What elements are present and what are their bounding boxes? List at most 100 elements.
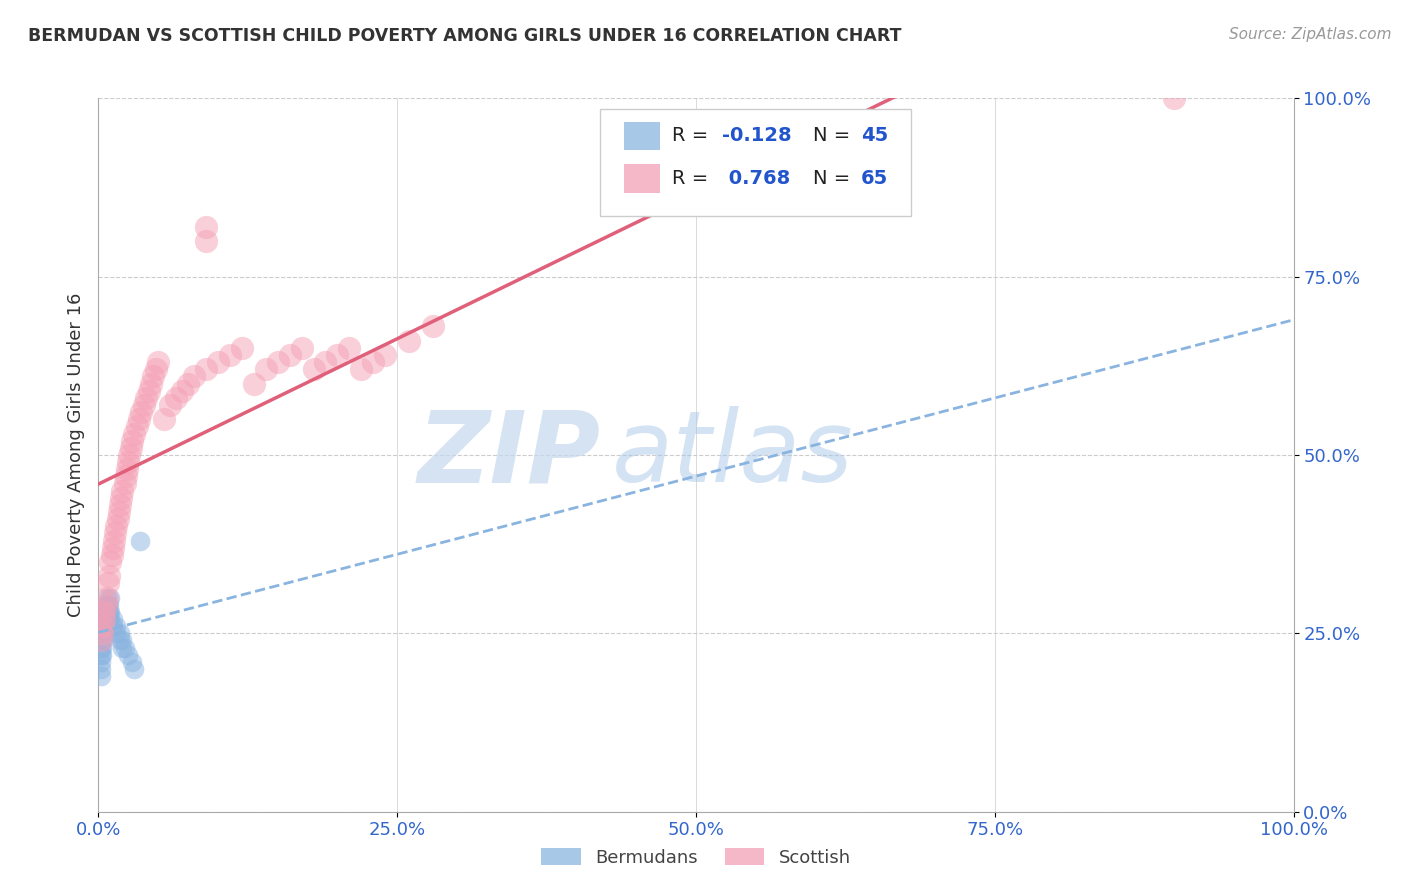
Point [114,476,136,491]
Point [90,633,112,648]
Point [108,498,131,512]
Point [97,612,120,626]
Point [98,598,121,612]
Point [131,405,153,419]
Point [1163,91,1185,105]
Point [302,362,325,376]
Point [93,605,115,619]
Point [165,391,187,405]
Point [128,412,150,426]
Point [219,348,242,362]
Point [132,398,155,412]
Point [120,441,142,455]
Point [115,462,138,476]
Point [91,648,114,662]
Point [98,555,122,569]
Point [96,612,118,626]
Point [91,619,114,633]
Point [97,605,120,619]
Text: R =: R = [672,127,714,145]
Point [114,640,136,655]
Legend: Bermudans, Scottish: Bermudans, Scottish [534,841,858,874]
Bar [624,121,659,150]
Point [96,605,118,619]
Point [91,640,114,655]
Point [105,619,128,633]
Text: -0.128: -0.128 [723,127,792,145]
Point [115,469,138,483]
Point [91,626,114,640]
Point [398,334,420,348]
Bar [624,164,659,193]
Point [337,341,360,355]
Point [207,355,229,369]
Point [153,412,176,426]
Point [194,234,217,248]
Point [93,612,115,626]
Point [98,612,122,626]
Point [194,219,217,234]
Point [94,612,117,626]
Point [108,633,131,648]
Point [129,533,152,548]
Point [90,655,112,669]
Point [121,655,143,669]
Point [94,619,117,633]
Point [93,612,115,626]
Point [94,598,117,612]
Point [139,376,162,391]
Point [118,448,141,462]
Point [117,455,139,469]
Point [138,384,160,398]
Point [96,591,118,605]
Text: N =: N = [813,169,856,188]
Point [148,355,170,369]
Point [93,619,115,633]
Point [177,376,200,391]
Point [98,605,121,619]
Point [91,626,114,640]
Point [145,362,167,376]
Point [103,533,125,548]
Point [104,526,127,541]
Point [243,376,266,391]
Text: atlas: atlas [612,407,853,503]
Text: ZIP: ZIP [418,407,600,503]
Point [90,669,112,683]
Point [91,612,114,626]
Point [91,626,114,640]
Point [100,548,122,562]
Point [159,398,181,412]
Text: N =: N = [813,127,856,145]
Point [111,483,134,498]
Point [108,626,131,640]
Point [93,605,115,619]
Text: R =: R = [672,169,714,188]
Point [142,369,165,384]
Point [98,591,122,605]
Text: BERMUDAN VS SCOTTISH CHILD POVERTY AMONG GIRLS UNDER 16 CORRELATION CHART: BERMUDAN VS SCOTTISH CHILD POVERTY AMONG… [28,27,901,45]
Point [124,426,146,441]
Point [290,341,312,355]
Point [101,612,124,626]
Point [91,619,114,633]
Point [98,605,122,619]
Point [363,355,385,369]
Point [107,505,129,519]
Text: 65: 65 [860,169,889,188]
Point [326,348,349,362]
Point [183,369,205,384]
FancyBboxPatch shape [600,109,911,216]
Point [93,626,115,640]
Point [101,541,124,555]
Point [194,362,217,376]
Point [125,419,148,434]
Point [278,348,301,362]
Point [91,633,114,648]
Point [117,648,139,662]
Point [90,662,112,676]
Point [105,519,128,533]
Y-axis label: Child Poverty Among Girls Under 16: Child Poverty Among Girls Under 16 [66,293,84,617]
Point [98,569,121,583]
Point [90,640,112,655]
